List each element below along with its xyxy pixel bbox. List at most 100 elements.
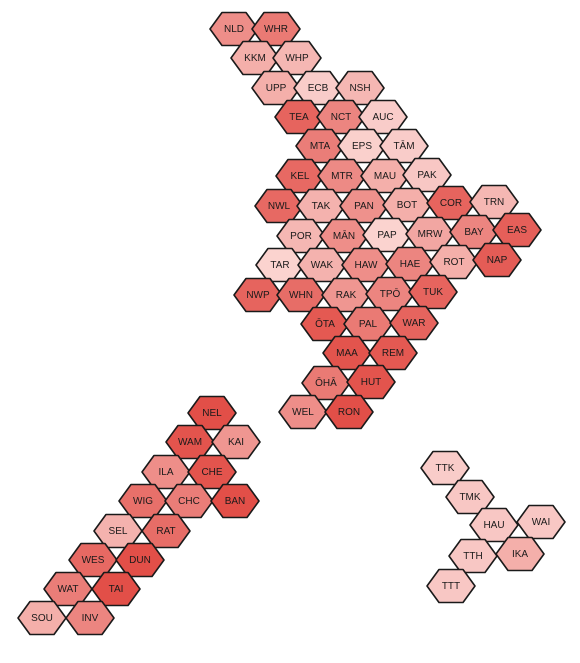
region-label: WHP: [285, 53, 309, 64]
region-hex-ika: IKA: [495, 536, 545, 572]
region-label: PAP: [377, 230, 397, 241]
region-label: BAY: [464, 227, 484, 238]
region-label: WAR: [403, 318, 426, 329]
region-hex-hut: HUT: [346, 364, 396, 400]
region-hex-tea: TEA: [274, 99, 324, 135]
region-label: NWP: [246, 290, 270, 301]
region-hex-ban: BAN: [210, 483, 260, 519]
region-hex-whp: WHP: [272, 40, 322, 76]
region-label: MAU: [374, 171, 396, 182]
region-hex-mta: MTA: [295, 128, 345, 164]
region-label: WAI: [532, 517, 551, 528]
region-label: EPS: [352, 141, 372, 152]
region-label: SOU: [31, 613, 53, 624]
region-label: MĀN: [333, 230, 355, 242]
region-label: COR: [440, 198, 462, 209]
region-hex-maa: MAA: [322, 335, 372, 371]
region-label: IKA: [512, 549, 528, 560]
region-hex-wat: WAT: [43, 571, 93, 607]
region-hex-ila: ILA: [141, 454, 191, 490]
region-hex-nap: NAP: [472, 242, 522, 278]
region-hex-shape: [495, 536, 545, 572]
region-label: TAK: [312, 201, 331, 212]
region-hex-wam: WAM: [165, 424, 215, 460]
region-hex-kai: KAI: [211, 424, 261, 460]
region-hex-mau: MAU: [360, 158, 410, 194]
region-label: INV: [82, 613, 99, 624]
region-label: BAN: [225, 496, 246, 507]
region-label: WIG: [133, 496, 153, 507]
region-hex-shape: [426, 568, 476, 604]
region-label: CHE: [201, 467, 222, 478]
region-hex-ecb: ECB: [293, 70, 343, 106]
region-label: SEL: [109, 526, 128, 537]
region-label: WEL: [292, 407, 314, 418]
region-hex-shape: [65, 600, 115, 636]
region-hex-war: WAR: [389, 305, 439, 341]
region-label: TPŌ: [380, 288, 401, 300]
region-hex-kel: KEL: [275, 158, 325, 194]
region-hex-shape: [210, 483, 260, 519]
region-hex-wai: WAI: [516, 504, 566, 540]
region-label: TMK: [459, 492, 480, 503]
region-hex-chc: CHC: [164, 483, 214, 519]
region-label: WAM: [178, 437, 202, 448]
region-label: TEA: [289, 112, 309, 123]
region-label: WHN: [289, 290, 313, 301]
region-hex-mān: MĀN: [319, 218, 369, 254]
region-hex-nct: NCT: [316, 99, 366, 135]
region-hex-wes: WES: [68, 542, 118, 578]
region-label: TTK: [436, 463, 455, 474]
region-hex-pal: PAL: [343, 306, 393, 342]
region-label: PAN: [354, 201, 374, 212]
region-hex-nel: NEL: [187, 395, 237, 431]
region-hex-wig: WIG: [118, 483, 168, 519]
region-hex-haw: HAW: [341, 247, 391, 283]
region-hex-nwp: NWP: [233, 277, 283, 313]
region-label: TRN: [484, 197, 505, 208]
region-label: NCT: [331, 112, 352, 123]
region-label: NSH: [349, 83, 370, 94]
region-label: PAL: [359, 319, 378, 330]
region-hex-shape: [445, 479, 495, 515]
region-label: PAK: [417, 170, 437, 181]
region-hex-ōta: ŌTA: [300, 306, 350, 342]
region-label: MAA: [336, 348, 358, 359]
region-label: EAS: [507, 225, 527, 236]
region-hex-pap: PAP: [362, 217, 412, 253]
region-label: TAR: [270, 260, 289, 271]
region-hex-che: CHE: [187, 454, 237, 490]
region-label: NEL: [202, 408, 222, 419]
region-hex-shape: [472, 242, 522, 278]
region-hex-sel: SEL: [93, 513, 143, 549]
region-label: REM: [382, 348, 404, 359]
region-hex-ōhā: ŌHĀ: [301, 365, 351, 401]
region-hex-ttk: TTK: [420, 450, 470, 486]
region-label: TĀM: [393, 140, 414, 152]
region-label: UPP: [266, 83, 287, 94]
region-hex-tth: TTH: [448, 538, 498, 574]
region-label: MRW: [418, 229, 443, 240]
region-label: WAK: [311, 260, 334, 271]
region-label: KAI: [228, 437, 244, 448]
region-label: ILA: [158, 467, 173, 478]
region-hex-nsh: NSH: [335, 70, 385, 106]
region-label: WHR: [264, 24, 288, 35]
region-hex-whr: WHR: [251, 11, 301, 47]
region-hex-mtr: MTR: [317, 158, 367, 194]
region-hex-upp: UPP: [251, 70, 301, 106]
region-label: ŌTA: [315, 318, 335, 330]
region-hex-nld: NLD: [209, 11, 259, 47]
region-label: NLD: [224, 24, 244, 35]
region-label: MTR: [331, 171, 353, 182]
region-hex-inv: INV: [65, 600, 115, 636]
region-label: TUK: [423, 287, 443, 298]
region-hex-tpō: TPŌ: [365, 276, 415, 312]
region-hex-bot: BOT: [382, 187, 432, 223]
region-label: TAI: [109, 584, 124, 595]
region-hex-shape: [324, 394, 374, 430]
region-label: AUC: [372, 112, 393, 123]
region-label: CHC: [178, 496, 200, 507]
region-hex-wak: WAK: [297, 247, 347, 283]
